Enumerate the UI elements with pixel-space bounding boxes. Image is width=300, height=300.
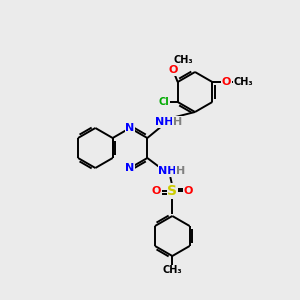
Text: NH: NH — [155, 117, 174, 127]
Text: NH: NH — [158, 166, 177, 176]
Text: H: H — [173, 117, 182, 127]
Text: N: N — [125, 123, 135, 133]
Text: O: O — [152, 186, 161, 196]
Text: H: H — [176, 166, 185, 176]
Text: Cl: Cl — [158, 97, 169, 107]
Text: O: O — [184, 186, 193, 196]
Text: CH₃: CH₃ — [163, 265, 182, 275]
Text: N: N — [125, 163, 135, 173]
Text: S: S — [167, 184, 177, 198]
Text: CH₃: CH₃ — [233, 77, 253, 87]
Text: CH₃: CH₃ — [174, 55, 194, 65]
Text: O: O — [222, 77, 231, 87]
Text: O: O — [169, 65, 178, 75]
